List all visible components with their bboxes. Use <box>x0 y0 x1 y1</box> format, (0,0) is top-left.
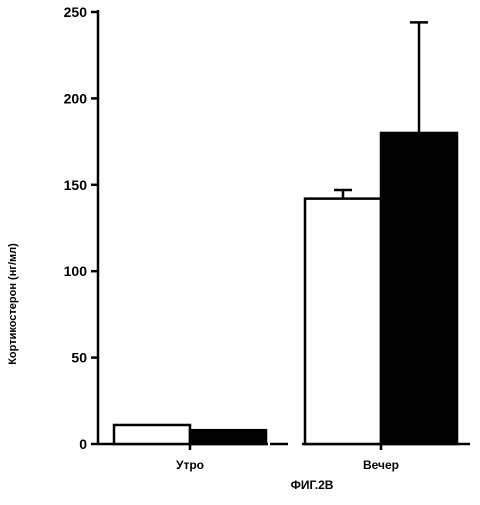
x-tick-label: Вечер <box>363 458 399 472</box>
y-tick-label: 50 <box>71 350 87 366</box>
y-axis-title: Кортикостерон (нг/мл) <box>7 243 19 365</box>
figure-caption: ФИГ.2В <box>291 478 334 492</box>
y-tick-label: 200 <box>64 90 88 106</box>
bar <box>190 430 266 444</box>
y-tick-label: 0 <box>79 436 87 452</box>
bar <box>114 425 190 444</box>
bar <box>305 199 381 444</box>
y-tick-label: 150 <box>64 177 88 193</box>
bar <box>381 133 457 444</box>
bars <box>114 133 457 444</box>
y-tick-label: 250 <box>64 4 88 20</box>
y-tick-label: 100 <box>64 263 88 279</box>
x-tick-label: Утро <box>176 458 204 472</box>
